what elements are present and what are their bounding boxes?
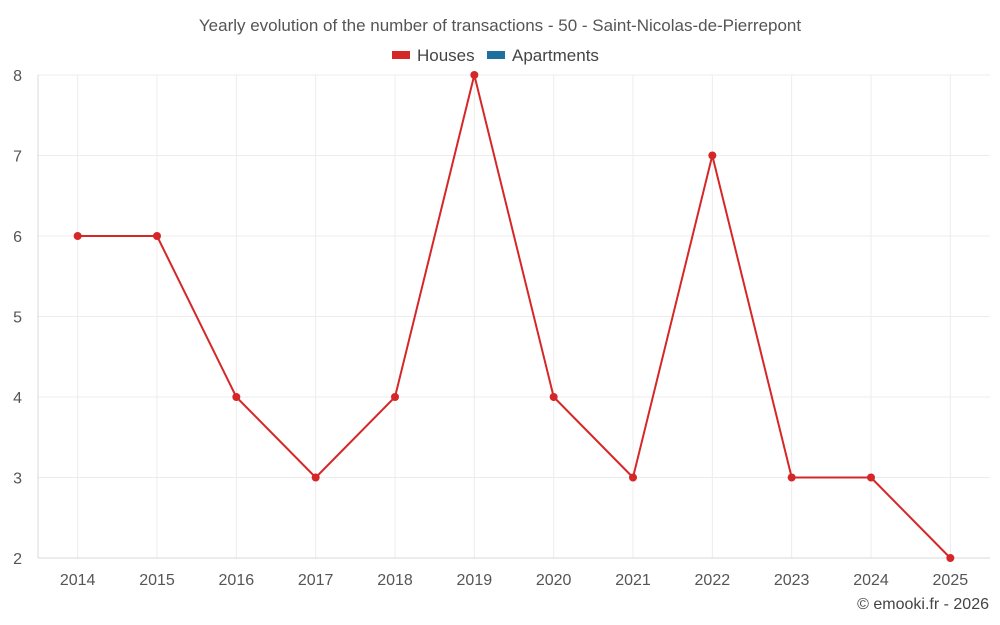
- y-tick-label: 7: [13, 149, 22, 166]
- x-tick-label: 2014: [60, 572, 96, 589]
- data-point[interactable]: [787, 473, 796, 482]
- x-tick-label: 2025: [933, 572, 969, 589]
- legend-swatch-apartments[interactable]: [487, 51, 505, 59]
- x-tick-label: 2020: [536, 572, 572, 589]
- data-point[interactable]: [470, 71, 479, 79]
- x-tick-label: 2021: [615, 572, 651, 589]
- data-point[interactable]: [232, 393, 241, 401]
- data-point[interactable]: [73, 232, 82, 240]
- data-point[interactable]: [311, 473, 320, 482]
- x-tick-label: 2019: [457, 572, 493, 589]
- data-point[interactable]: [153, 232, 161, 240]
- data-point[interactable]: [629, 473, 637, 482]
- series-houses: [73, 71, 955, 562]
- chart-title: Yearly evolution of the number of transa…: [199, 16, 802, 35]
- grid: [38, 74, 990, 558]
- x-tick-label: 2016: [219, 572, 255, 589]
- y-tick-label: 8: [13, 68, 22, 85]
- credit-text: © emooki.fr - 2026: [857, 596, 989, 613]
- legend: Houses Apartments: [392, 46, 599, 65]
- data-point[interactable]: [946, 554, 955, 562]
- data-point[interactable]: [549, 393, 558, 401]
- x-tick-label: 2017: [298, 572, 334, 589]
- data-point[interactable]: [708, 151, 717, 160]
- series-line-houses: [77, 74, 952, 559]
- legend-swatch-houses[interactable]: [392, 51, 410, 59]
- y-tick-label: 3: [13, 471, 22, 488]
- x-tick-label: 2022: [695, 572, 731, 589]
- x-tick-label: 2024: [853, 572, 889, 589]
- axes: [37, 75, 990, 559]
- y-tick-label: 5: [13, 310, 22, 327]
- y-tick-label: 6: [13, 229, 22, 246]
- y-tick-label: 2: [13, 551, 22, 568]
- x-tick-label: 2023: [774, 572, 810, 589]
- data-point[interactable]: [867, 473, 875, 482]
- x-tick-label: 2018: [377, 572, 413, 589]
- tick-labels: 2 3 4 5 6 7 8 2014 2015 2016 2017 2018 2019 2020 2021 2…: [13, 68, 968, 589]
- legend-label-apartments[interactable]: Apartments: [512, 46, 599, 65]
- data-point[interactable]: [391, 393, 399, 401]
- x-tick-label: 2015: [139, 572, 175, 589]
- y-tick-label: 4: [13, 390, 22, 407]
- legend-label-houses[interactable]: Houses: [417, 46, 475, 65]
